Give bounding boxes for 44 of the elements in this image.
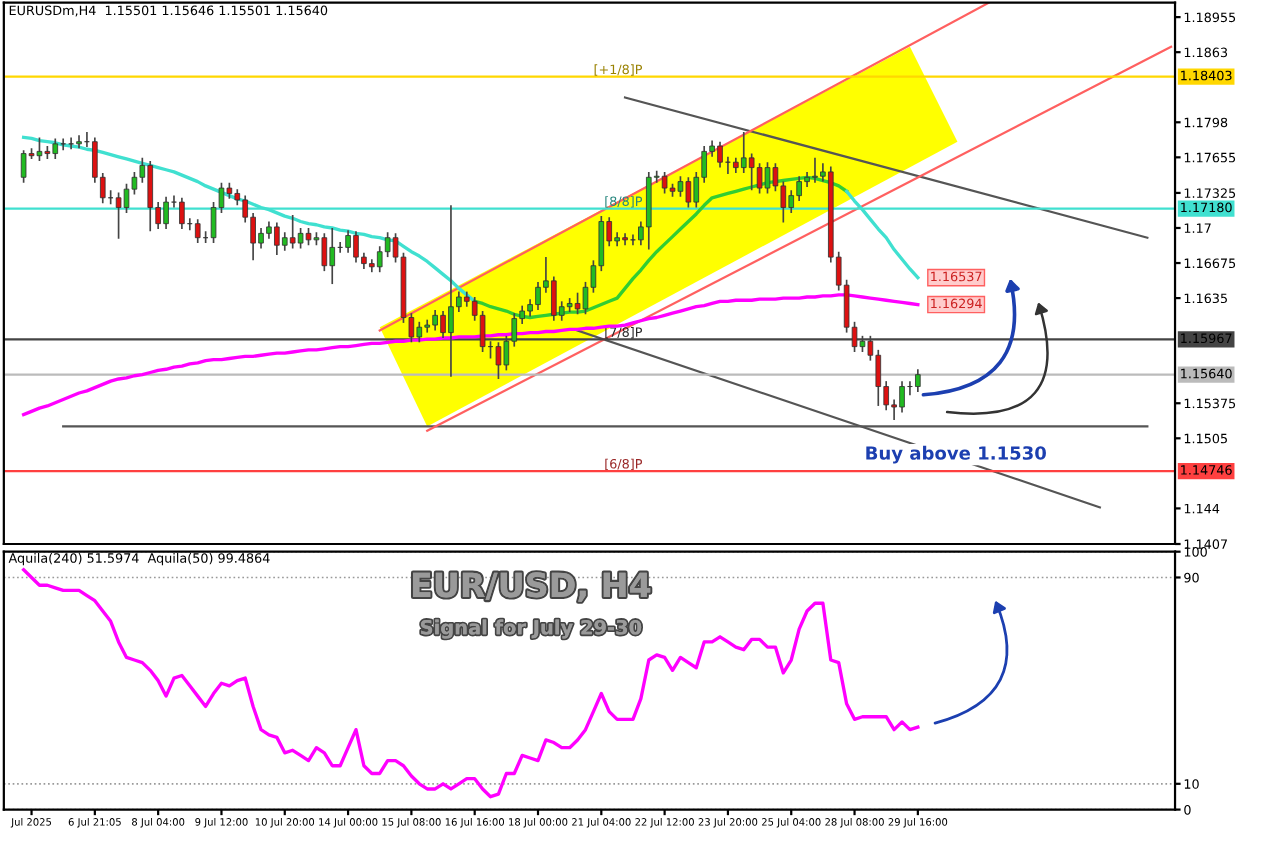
- candlestick: [717, 140, 723, 169]
- annotation: Buy above 1.1530: [866, 445, 1046, 464]
- candlestick: [875, 349, 882, 407]
- candlestick: [432, 309, 438, 332]
- candlestick: [899, 380, 905, 414]
- candlestick: [748, 152, 755, 192]
- candlestick: [60, 137, 66, 152]
- candlestick: [194, 218, 201, 244]
- candlestick: [376, 245, 383, 274]
- candlestick: [788, 189, 795, 214]
- candlestick: [353, 230, 359, 264]
- candlestick: [661, 171, 668, 195]
- text: EUR/USD, H4: [413, 572, 651, 602]
- candlestick: [345, 229, 351, 254]
- candlestick: [321, 232, 328, 272]
- text: Signal for July 29-30: [421, 619, 642, 639]
- candlestick: [764, 161, 771, 195]
- candlestick: [535, 281, 541, 311]
- candlestick: [756, 162, 763, 195]
- candlestick: [52, 137, 59, 160]
- candlestick: [281, 231, 288, 252]
- candlestick: [574, 291, 581, 316]
- candlestick: [416, 320, 423, 344]
- candlestick: [179, 196, 185, 230]
- candlestick: [551, 275, 557, 322]
- candlestick: [20, 149, 27, 184]
- candlestick: [622, 232, 628, 247]
- candlestick: [677, 175, 684, 198]
- candlestick: [685, 176, 692, 209]
- candlestick: [36, 136, 43, 162]
- candlestick: [329, 227, 336, 285]
- line-series: [21, 568, 920, 799]
- candlestick: [796, 175, 802, 202]
- candlestick: [274, 221, 280, 256]
- candlestick: [68, 136, 74, 151]
- candlestick: [740, 131, 747, 174]
- candlestick: [123, 182, 130, 214]
- candlestick: [297, 227, 304, 250]
- candlestick: [163, 195, 169, 230]
- candlestick: [115, 191, 122, 240]
- candlestick: [812, 157, 818, 184]
- candlestick: [147, 160, 154, 233]
- candlestick: [915, 368, 921, 393]
- candlestick: [289, 214, 296, 250]
